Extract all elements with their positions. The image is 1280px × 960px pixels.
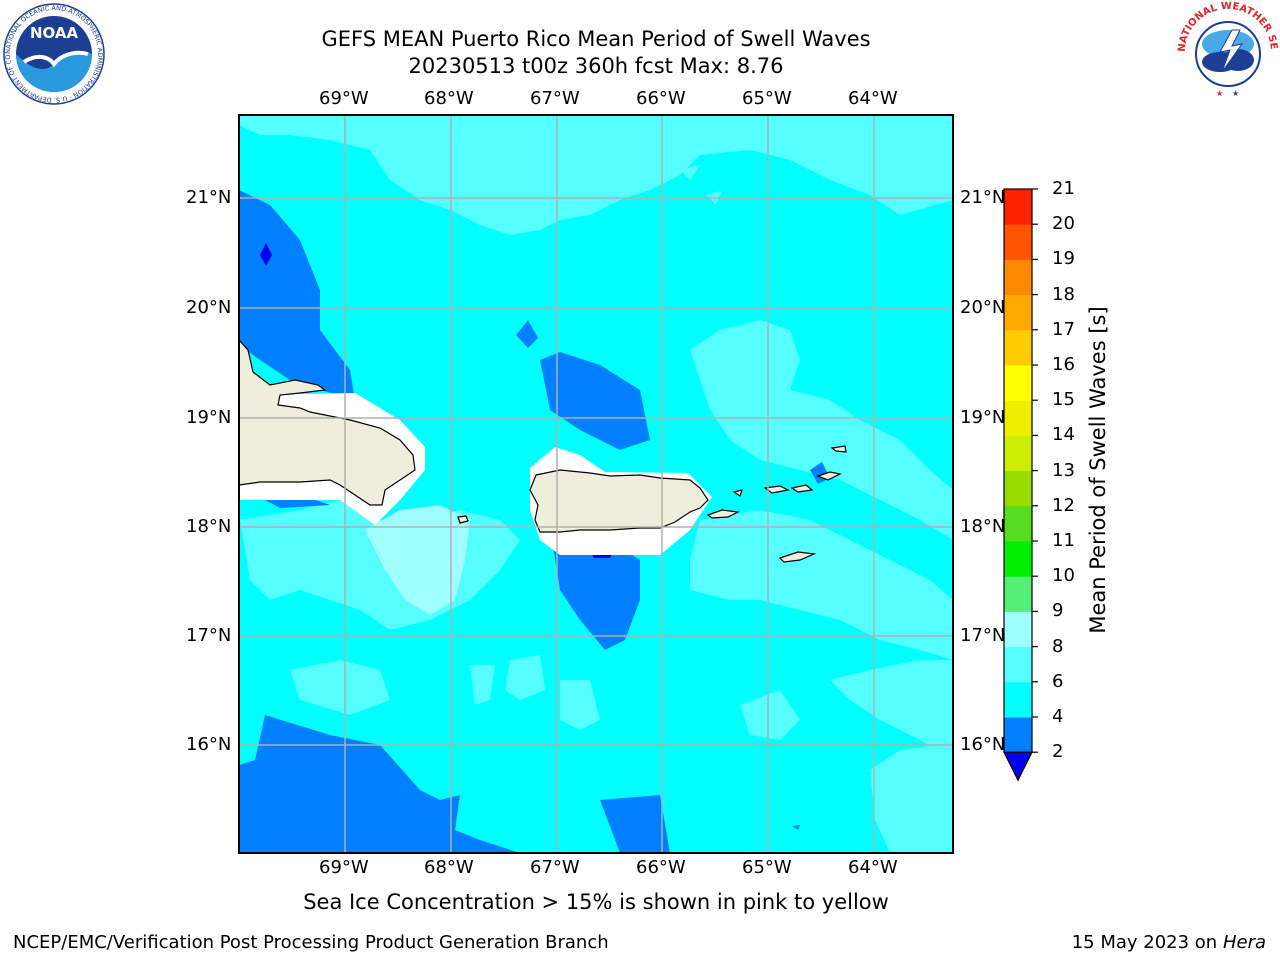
lat-label-left-20n: 20°N	[186, 297, 232, 318]
colorbar-tick-label: 17	[1052, 318, 1075, 340]
lon-label-top-69w: 69°W	[319, 88, 369, 109]
lat-label-left-16n: 16°N	[186, 734, 232, 755]
map-subtitle: 20230513 t00z 360h fcst Max: 8.76	[408, 54, 784, 78]
colorbar-tick-label: 18	[1052, 283, 1075, 305]
lon-label-bottom-67w: 67°W	[530, 857, 580, 878]
colorbar-tick-label: 13	[1052, 459, 1075, 481]
lat-label-right-20n: 20°N	[960, 297, 1006, 318]
colorbar-segment	[1004, 470, 1032, 507]
lat-label-left-18n: 18°N	[186, 516, 232, 537]
lat-label-right-19n: 19°N	[960, 407, 1006, 428]
lon-label-bottom-68w: 68°W	[424, 857, 474, 878]
lat-label-right-16n: 16°N	[960, 734, 1006, 755]
footer-machine: Hera	[1222, 932, 1266, 953]
culebra	[732, 489, 743, 497]
colorbar-tick-label: 16	[1052, 354, 1075, 375]
colorbar-segment	[1004, 681, 1032, 718]
colorbar-tick-label: 9	[1052, 600, 1064, 622]
colorbar-tick-label: 2	[1052, 741, 1064, 763]
colorbar-segment	[1004, 294, 1032, 331]
colorbar-tick-label: 20	[1052, 213, 1075, 235]
colorbar-segment	[1004, 365, 1032, 401]
lon-label-top-66w: 66°W	[636, 88, 686, 109]
lon-label-bottom-66w: 66°W	[636, 857, 686, 878]
swell-period-6-8-regions	[239, 115, 953, 853]
tortola	[816, 471, 842, 481]
sea-ice-note: Sea Ice Concentration > 15% is shown in …	[303, 890, 889, 914]
colorbar	[1003, 188, 1038, 782]
lat-label-left-19n: 19°N	[186, 407, 232, 428]
colorbar-segment	[1004, 611, 1032, 648]
colorbar-segment	[1004, 576, 1032, 612]
colorbar-segment	[1004, 189, 1032, 225]
colorbar-tick-label: 14	[1052, 424, 1075, 446]
lat-lon-grid	[239, 115, 953, 853]
lon-label-top-65w: 65°W	[742, 88, 792, 109]
map-title: GEFS MEAN Puerto Rico Mean Period of Swe…	[321, 27, 871, 51]
st-croix	[778, 551, 817, 563]
colorbar-tick-label: 6	[1052, 670, 1064, 692]
lat-label-right-21n: 21°N	[960, 187, 1006, 208]
colorbar-segment	[1004, 259, 1032, 296]
lon-label-bottom-65w: 65°W	[742, 857, 792, 878]
st-thomas	[763, 485, 790, 494]
colorbar-title: Mean Period of Swell Waves [s]	[1086, 306, 1110, 634]
puerto-rico-coast	[529, 469, 709, 533]
lat-label-right-17n: 17°N	[960, 625, 1006, 646]
colorbar-segment	[1004, 400, 1032, 436]
lat-label-left-21n: 21°N	[186, 187, 232, 208]
swell-period-8-9-region	[365, 505, 470, 615]
colorbar-tick-label: 11	[1052, 530, 1075, 551]
colorbar-tick-label: 12	[1052, 494, 1075, 516]
colorbar-segment	[1004, 646, 1032, 683]
lon-label-bottom-69w: 69°W	[319, 857, 369, 878]
svg-text:★: ★	[1216, 89, 1223, 98]
footer-date: 15 May 2023 on Hera	[1072, 932, 1266, 953]
colorbar-segment	[1004, 541, 1032, 577]
mona-island	[457, 515, 469, 524]
st-john	[790, 484, 814, 493]
svg-text:NOAA: NOAA	[30, 24, 79, 42]
footer-branch: NCEP/EMC/Verification Post Processing Pr…	[13, 932, 609, 953]
colorbar-tick-label: 10	[1052, 565, 1075, 587]
lat-label-left-17n: 17°N	[186, 625, 232, 646]
colorbar-tick-label: 15	[1052, 389, 1075, 411]
lon-label-top-67w: 67°W	[530, 88, 580, 109]
colorbar-tick-label: 8	[1052, 635, 1064, 657]
svg-text:★: ★	[1232, 89, 1239, 98]
lon-label-bottom-64w: 64°W	[848, 857, 898, 878]
swell-period-2-4-regions	[239, 190, 830, 853]
colorbar-tick-label: 21	[1052, 178, 1075, 199]
colorbar-segment	[1004, 435, 1032, 472]
footer-date-text: 15 May 2023 on	[1071, 932, 1218, 953]
map-frame	[238, 114, 954, 854]
nws-logo: NATIONAL WEATHER SERVICE ★ ★	[1176, 0, 1279, 102]
colorbar-segment	[1004, 717, 1032, 753]
noaa-logo: NATIONAL OCEANIC AND ATMOSPHERIC ADMINIS…	[2, 2, 105, 105]
lon-label-top-68w: 68°W	[424, 88, 474, 109]
lat-label-right-18n: 18°N	[960, 516, 1006, 537]
vieques-island	[706, 509, 741, 519]
colorbar-tick-label: 19	[1052, 248, 1075, 270]
landmass	[239, 339, 847, 563]
lon-label-top-64w: 64°W	[848, 88, 898, 109]
hispaniola-coast	[239, 339, 416, 506]
colorbar-tick-label: 4	[1052, 706, 1064, 727]
colorbar-segment	[1004, 329, 1032, 366]
anegada	[830, 445, 847, 453]
colorbar-segment	[1004, 505, 1032, 542]
colorbar-extension-arrow	[1003, 751, 1033, 782]
colorbar-segment	[1004, 224, 1032, 260]
